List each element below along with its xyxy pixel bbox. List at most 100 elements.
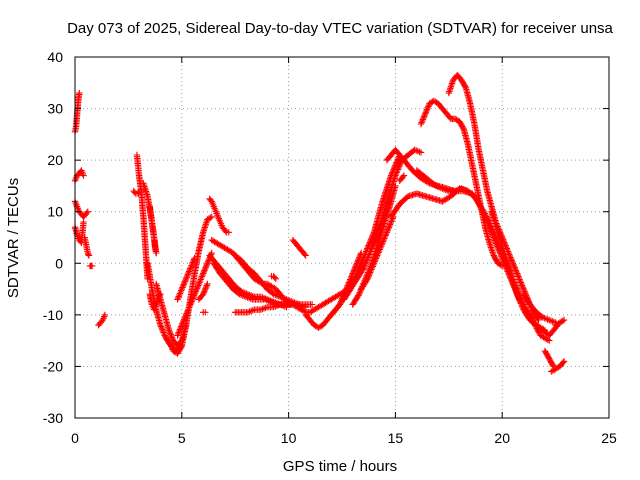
data-point bbox=[488, 245, 495, 253]
y-tick-label: 10 bbox=[47, 204, 63, 220]
data-point bbox=[194, 283, 201, 291]
data-point bbox=[364, 254, 371, 261]
data-point bbox=[422, 109, 430, 116]
data-point bbox=[197, 276, 204, 283]
data-point bbox=[559, 359, 567, 366]
data-point bbox=[495, 247, 503, 254]
data-point bbox=[222, 227, 229, 235]
data-point bbox=[168, 343, 175, 350]
data-point bbox=[101, 311, 109, 319]
data-point bbox=[418, 119, 425, 126]
data-point bbox=[302, 252, 309, 259]
data-point bbox=[193, 286, 200, 293]
data-point bbox=[160, 329, 167, 336]
data-point bbox=[182, 277, 189, 284]
data-point bbox=[509, 260, 517, 267]
data-point bbox=[371, 258, 378, 265]
data-point bbox=[370, 261, 377, 268]
data-point bbox=[491, 235, 498, 243]
data-point bbox=[208, 213, 215, 221]
data-point bbox=[517, 298, 524, 306]
data-point bbox=[204, 258, 212, 265]
data-point bbox=[80, 218, 87, 226]
data-point bbox=[549, 361, 556, 369]
data-point bbox=[200, 289, 207, 296]
data-point bbox=[181, 280, 188, 287]
data-point bbox=[182, 275, 190, 282]
data-point bbox=[168, 334, 176, 341]
data-point bbox=[187, 301, 194, 308]
data-point bbox=[510, 263, 518, 270]
data-point bbox=[361, 262, 368, 269]
data-point bbox=[85, 252, 93, 259]
plot-frame bbox=[74, 56, 610, 419]
data-point bbox=[514, 292, 521, 299]
x-tick-labels: 0 5 10 15 20 25 bbox=[71, 430, 617, 446]
data-point bbox=[515, 295, 523, 303]
series-arc-27 bbox=[289, 236, 309, 259]
data-point bbox=[178, 322, 185, 329]
data-point bbox=[203, 283, 210, 291]
data-point bbox=[383, 229, 391, 236]
series-arc-18 bbox=[195, 280, 211, 303]
data-point bbox=[371, 238, 378, 246]
data-point bbox=[200, 268, 207, 276]
data-point bbox=[462, 83, 469, 90]
data-point bbox=[183, 310, 190, 317]
y-tick-label: -20 bbox=[43, 358, 63, 374]
data-point bbox=[359, 266, 366, 273]
data-point bbox=[372, 255, 380, 262]
y-tick-label: -30 bbox=[43, 410, 63, 426]
y-tick-label: 30 bbox=[47, 101, 63, 117]
data-point bbox=[185, 269, 192, 277]
data-point bbox=[512, 267, 520, 274]
data-point bbox=[176, 291, 183, 299]
data-point bbox=[464, 187, 472, 195]
data-point bbox=[204, 280, 211, 288]
data-point bbox=[207, 214, 214, 221]
data-point bbox=[158, 324, 165, 332]
data-point bbox=[420, 114, 427, 122]
data-point bbox=[372, 235, 379, 243]
data-point bbox=[373, 253, 380, 261]
data-point bbox=[192, 288, 199, 295]
data-point bbox=[446, 88, 453, 95]
data-point bbox=[425, 103, 432, 110]
data-point bbox=[497, 261, 504, 269]
data-point bbox=[367, 267, 374, 275]
data-point bbox=[365, 274, 372, 281]
data-point bbox=[559, 317, 566, 325]
data-point bbox=[535, 329, 543, 336]
data-point bbox=[185, 305, 192, 313]
data-point bbox=[201, 266, 209, 273]
chart-title: Day 073 of 2025, Sidereal Day-to-day VTE… bbox=[67, 20, 613, 37]
data-point bbox=[202, 221, 209, 228]
series-arc-28 bbox=[302, 249, 365, 331]
data-point bbox=[160, 330, 168, 338]
data-point bbox=[272, 275, 279, 282]
data-point bbox=[368, 264, 376, 272]
data-point bbox=[397, 160, 404, 167]
data-point bbox=[369, 232, 376, 239]
data-point bbox=[177, 324, 184, 332]
series-arc-37 bbox=[413, 167, 472, 195]
data-point bbox=[495, 246, 502, 253]
data-point bbox=[394, 157, 401, 165]
data-point bbox=[182, 311, 190, 319]
data-point bbox=[362, 260, 369, 267]
data-point bbox=[88, 262, 96, 270]
data-point bbox=[374, 250, 382, 258]
data-point bbox=[178, 285, 185, 293]
data-point bbox=[198, 273, 206, 280]
data-point bbox=[519, 305, 527, 312]
data-point bbox=[185, 304, 193, 311]
data-point bbox=[167, 330, 174, 337]
data-point bbox=[177, 288, 184, 296]
data-point bbox=[376, 247, 383, 255]
data-point bbox=[189, 295, 196, 302]
series-arc-12 bbox=[146, 203, 160, 257]
data-point bbox=[167, 331, 174, 338]
series-arc-16 bbox=[174, 254, 198, 303]
data-point bbox=[499, 262, 506, 270]
data-point bbox=[419, 116, 427, 123]
